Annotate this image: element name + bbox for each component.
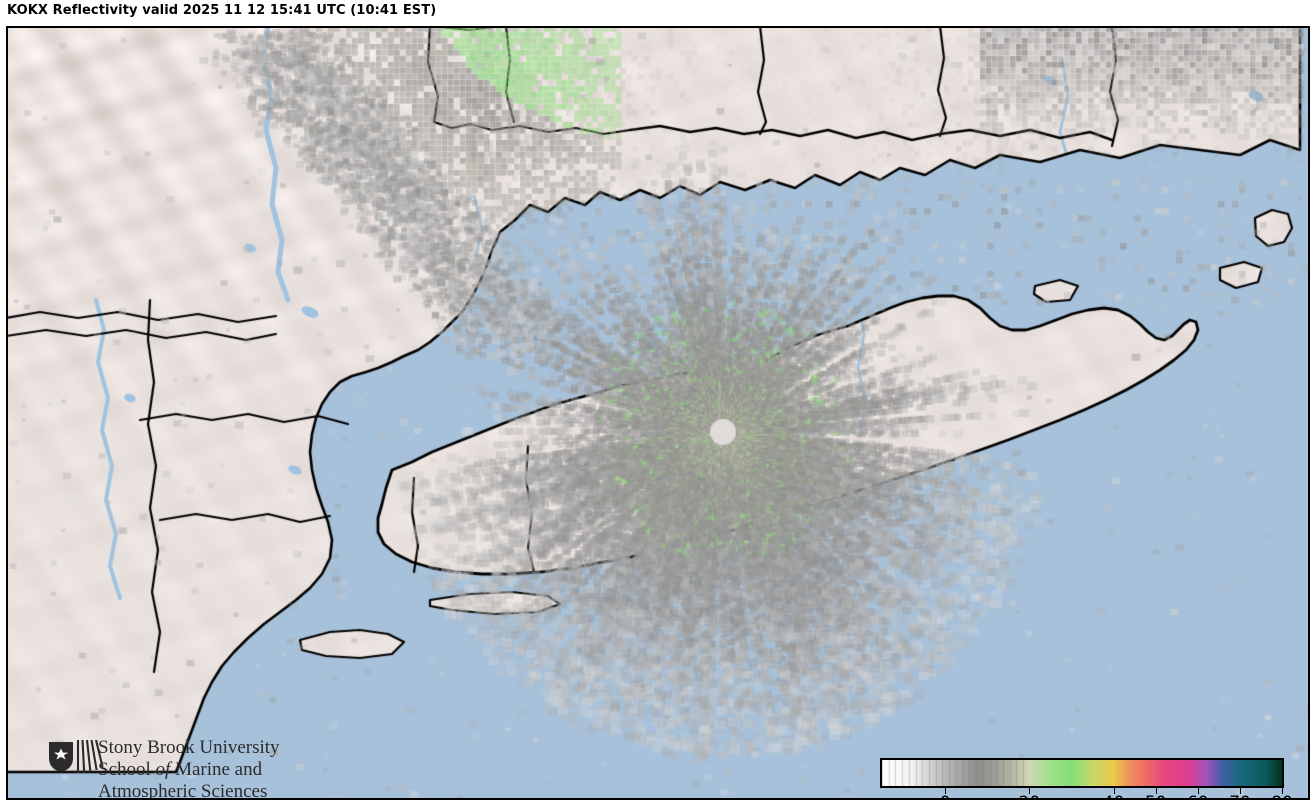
colorbar-tick-label: 0 — [940, 793, 951, 798]
colorbar-gradient-box — [880, 758, 1284, 788]
colorbar-tick-mark — [945, 788, 947, 794]
colorbar-tick-label: 20 — [1019, 793, 1041, 798]
colorbar-tick-label: 80 — [1271, 793, 1293, 798]
colorbar-tick-label: 50 — [1145, 793, 1167, 798]
logo-text: Stony Brook University School of Marine … — [98, 737, 328, 800]
radar-map-canvas[interactable] — [8, 28, 1308, 798]
colorbar: 0 20 40 50 60 70 80 — [874, 754, 1294, 798]
logo-line-2-post: Marine and — [170, 759, 263, 780]
logo-line-2-pre: School — [98, 759, 156, 780]
sbu-logo: Stony Brook University School of Marine … — [48, 737, 318, 798]
logo-line-2-em: of — [155, 759, 171, 780]
logo-line-1: Stony Brook University — [98, 737, 280, 758]
colorbar-tick-label: 60 — [1187, 793, 1209, 798]
colorbar-gradient — [882, 760, 1282, 786]
logo-line-2: School of Marine and — [98, 759, 328, 781]
colorbar-tick-mark — [1113, 788, 1115, 794]
colorbar-tick-label: 70 — [1229, 793, 1251, 798]
colorbar-tick-mark — [1239, 788, 1241, 794]
colorbar-tick-mark — [1155, 788, 1157, 794]
stripes-icon — [76, 740, 104, 774]
colorbar-tick-mark — [1282, 788, 1283, 794]
map-panel[interactable]: 0 20 40 50 60 70 80 Stony Brook University Sch… — [6, 26, 1310, 800]
colorbar-tick-mark — [1197, 788, 1199, 794]
page-title: KOKX Reflectivity valid 2025 11 12 15:41… — [7, 3, 437, 18]
colorbar-tick-mark — [1029, 788, 1031, 794]
shield-icon — [49, 742, 73, 772]
logo-line-3: Atmospheric Sciences — [98, 781, 268, 800]
colorbar-tick-label: 40 — [1103, 793, 1125, 798]
